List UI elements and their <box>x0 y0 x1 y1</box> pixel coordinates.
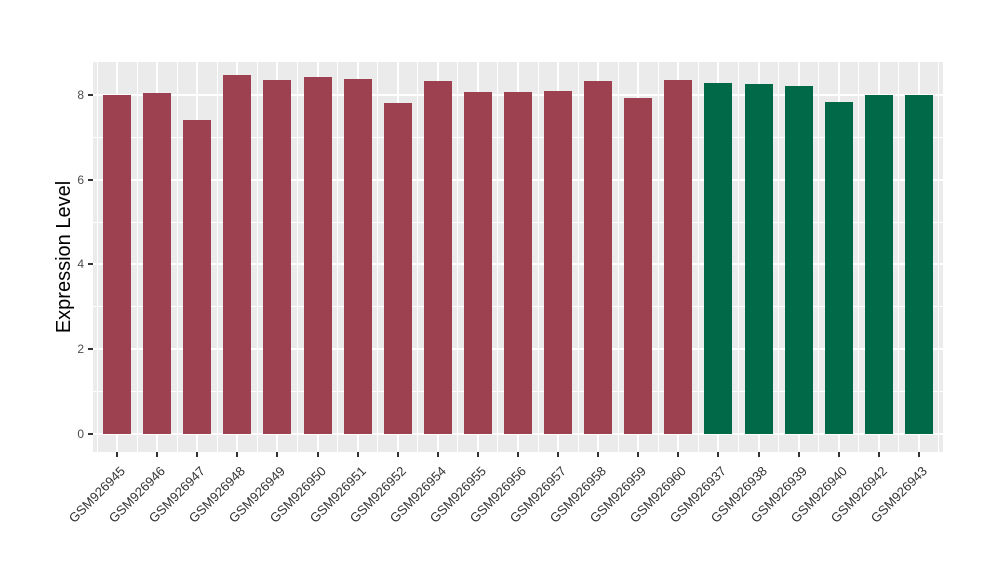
x-tick <box>316 452 319 457</box>
bar-GSM926950 <box>303 76 332 434</box>
gridline-minor-v <box>337 62 339 452</box>
y-tick-label: 0 <box>77 427 84 441</box>
bar-GSM926956 <box>504 91 532 434</box>
gridline-minor-v <box>818 62 820 452</box>
x-tick <box>717 452 720 457</box>
gridline-minor-v <box>96 62 98 452</box>
gridline-minor-v <box>176 62 178 452</box>
gridline-minor-v <box>537 62 539 452</box>
gridline-minor-v <box>858 62 860 452</box>
bar-GSM926954 <box>423 80 452 434</box>
gridline-minor-v <box>497 62 499 452</box>
x-tick <box>597 452 600 457</box>
x-tick <box>517 452 519 457</box>
x-tick <box>356 452 359 457</box>
gridline-minor-v <box>938 62 940 452</box>
bar-GSM926957 <box>544 90 573 434</box>
bar-GSM926952 <box>383 102 412 434</box>
bar-GSM926942 <box>864 94 893 434</box>
x-tick <box>396 452 399 457</box>
gridline-minor-v <box>417 62 419 452</box>
x-tick <box>837 452 840 457</box>
gridline-minor-v <box>778 62 780 452</box>
y-tick <box>88 263 93 266</box>
bar-GSM926947 <box>183 119 212 434</box>
x-tick <box>757 452 760 457</box>
y-tick <box>88 93 93 96</box>
bar-GSM926946 <box>143 92 172 434</box>
plot-panel <box>93 62 943 452</box>
gridline-minor-v <box>377 62 379 452</box>
bar-GSM926940 <box>824 102 853 434</box>
x-tick <box>557 452 560 457</box>
bar-GSM926949 <box>263 79 292 434</box>
bar-GSM926959 <box>624 98 653 434</box>
y-tick <box>88 433 93 435</box>
y-tick <box>88 348 93 351</box>
bar-GSM926939 <box>784 85 813 434</box>
bar-GSM926958 <box>584 81 613 434</box>
bar-GSM926937 <box>704 82 733 434</box>
gridline-minor-v <box>296 62 298 452</box>
y-tick-label: 4 <box>77 257 84 272</box>
gridline-minor-v <box>738 62 740 452</box>
bar-GSM926951 <box>343 79 372 434</box>
gridline-minor-v <box>697 62 699 452</box>
x-tick <box>877 452 880 457</box>
y-tick-label: 2 <box>77 342 84 357</box>
x-tick <box>797 452 800 457</box>
gridline-minor-v <box>617 62 619 452</box>
gridline-minor-v <box>898 62 900 452</box>
x-tick <box>116 452 119 457</box>
bar-GSM926948 <box>223 74 252 434</box>
bar-GSM926943 <box>904 94 933 434</box>
y-tick <box>88 178 93 181</box>
x-tick <box>436 452 439 457</box>
bar-GSM926955 <box>463 91 492 434</box>
gridline-minor-v <box>136 62 138 452</box>
x-tick <box>637 452 640 457</box>
x-tick <box>276 452 279 457</box>
x-tick <box>677 452 680 457</box>
x-tick <box>917 452 920 457</box>
y-tick-label: 8 <box>77 87 84 102</box>
x-tick <box>236 452 239 457</box>
x-tick <box>476 452 479 457</box>
gridline-minor-v <box>256 62 258 452</box>
gridline-minor-v <box>577 62 579 452</box>
gridline-minor-v <box>216 62 218 452</box>
gridline-minor-v <box>657 62 659 452</box>
x-tick <box>196 452 199 457</box>
x-tick <box>156 452 159 457</box>
bar-GSM926938 <box>744 83 773 434</box>
bar-GSM926945 <box>103 94 132 434</box>
gridline-minor-v <box>457 62 459 452</box>
y-tick-label: 6 <box>77 172 84 187</box>
bar-GSM926960 <box>664 79 693 434</box>
